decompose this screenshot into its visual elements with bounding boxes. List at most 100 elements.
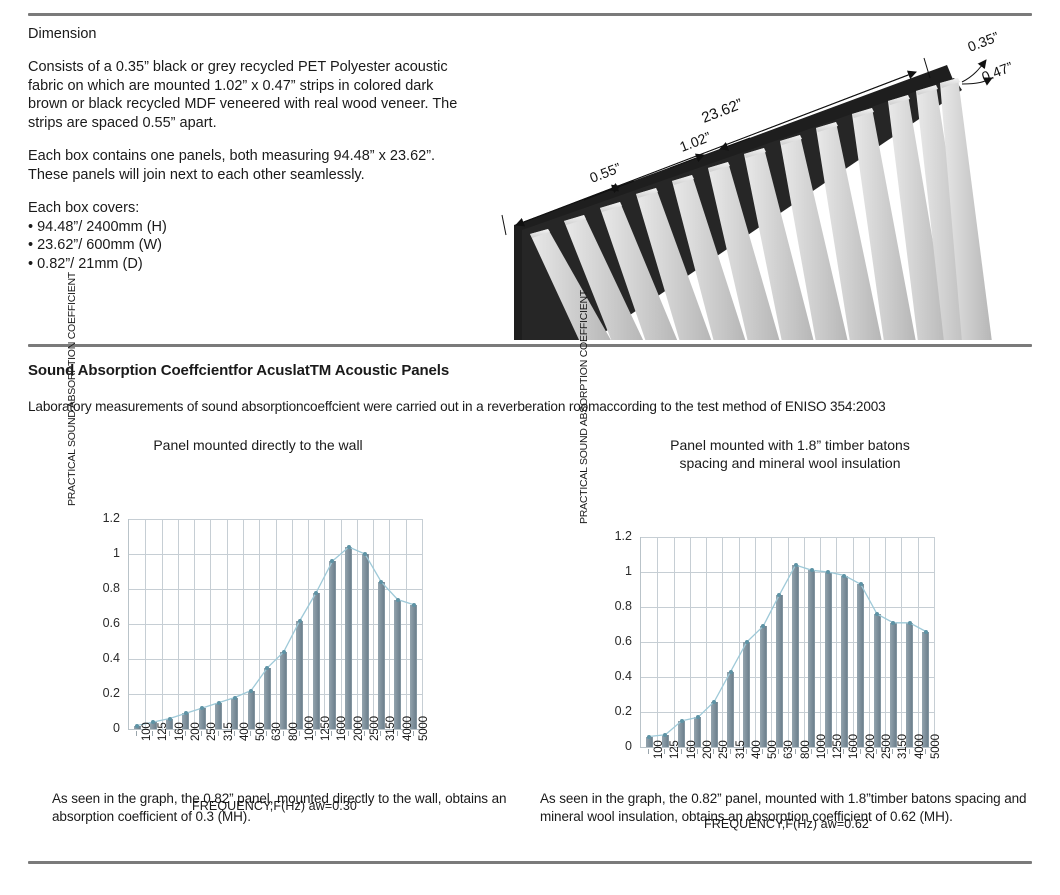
y-axis-tick: 0.6 (614, 634, 632, 648)
gridline-vertical (820, 537, 821, 747)
data-point-marker (923, 629, 928, 634)
bar (394, 599, 402, 729)
x-axis-tick-mark (794, 749, 796, 754)
data-point-marker (744, 640, 749, 644)
x-axis-tick-mark (250, 731, 252, 736)
x-axis-tick-label: 500 (255, 722, 268, 741)
x-axis-tick-label: 125 (669, 740, 682, 759)
bar (312, 592, 320, 729)
x-axis-tick-label: 2000 (864, 734, 877, 759)
data-point-marker (297, 618, 302, 623)
gridline-vertical (389, 519, 390, 729)
data-point-marker (842, 573, 847, 578)
x-axis-tick-mark (729, 749, 731, 754)
bar (840, 575, 848, 747)
gridline-vertical (722, 537, 723, 747)
label-slat-gap: 0.55” (587, 159, 623, 185)
x-axis-tick-mark (136, 731, 138, 736)
chart-wall-mounted: Panel mounted directly to the wall PRACT… (28, 272, 528, 813)
absorption-section: Sound Absorption Coeffcientfor AcuslatTM… (28, 362, 1038, 414)
gridline-vertical (227, 519, 228, 729)
gridline-vertical (324, 519, 325, 729)
x-axis-tick-label: 800 (799, 740, 812, 759)
gridline-vertical (934, 537, 935, 747)
x-axis-tick-mark (331, 731, 333, 736)
x-axis-tick-label: 4000 (913, 734, 926, 759)
x-axis-label: FREQUENCY,F(Hz) aw=0.62 (704, 817, 869, 831)
gridline-horizontal (129, 589, 422, 590)
gridline-vertical (706, 537, 707, 747)
x-axis-tick-label: 5000 (417, 716, 430, 741)
data-point-marker (809, 568, 814, 573)
data-point-marker (363, 552, 368, 556)
x-axis-tick-label: 125 (157, 722, 170, 741)
data-point-marker (793, 563, 798, 567)
laboratory-note: Laboratory measurements of sound absorpt… (28, 399, 886, 414)
data-point-marker (695, 715, 700, 720)
x-axis-tick-mark (217, 731, 219, 736)
data-point-marker (712, 699, 717, 704)
bar (231, 697, 239, 729)
gridline-vertical (918, 537, 919, 747)
x-axis-tick-mark (201, 731, 203, 736)
gridline-vertical (853, 537, 854, 747)
panel-diagram-svg: 23.62” 0.55” 1.02” 0.35” 0.47” (501, 28, 1015, 340)
bar (873, 614, 881, 747)
bar (198, 708, 206, 729)
x-axis-tick-label: 5000 (929, 734, 942, 759)
x-axis-tick-mark (713, 749, 715, 754)
x-axis-tick-label: 160 (685, 740, 698, 759)
dimension-gap (583, 180, 635, 201)
bar (808, 570, 816, 747)
data-point-marker (330, 559, 335, 563)
x-axis-tick-mark (648, 749, 650, 754)
gridline-vertical (194, 519, 195, 729)
bar (280, 652, 288, 729)
x-axis-tick-label: 1600 (848, 734, 861, 759)
x-axis-tick-label: 3150 (897, 734, 910, 759)
gridline-vertical (771, 537, 772, 747)
gridline-vertical (276, 519, 277, 729)
trend-line (649, 564, 927, 738)
gridline-vertical (178, 519, 179, 729)
dimension-overall-width (501, 57, 931, 236)
data-point-marker (379, 580, 384, 584)
gridline-horizontal (641, 607, 934, 608)
bar (166, 718, 174, 729)
chart-timber-baton-mounted: Panel mounted with 1.8” timber batons spa… (540, 290, 1040, 831)
x-axis-tick-label: 100 (653, 740, 666, 759)
data-point-marker (249, 688, 254, 693)
data-point-marker (875, 612, 880, 616)
slat-group (530, 78, 992, 340)
bar (263, 667, 271, 729)
data-point-marker (777, 592, 782, 597)
bar (922, 631, 930, 747)
data-point-marker (826, 570, 831, 574)
chart-title-left: Panel mounted directly to the wall (153, 437, 363, 453)
x-axis-tick-label: 315 (222, 722, 235, 741)
x-axis-tick-label: 500 (767, 740, 780, 759)
y-axis-tick: 1.2 (614, 529, 632, 543)
coverage-intro: Each box covers: (28, 200, 140, 216)
x-axis-tick-mark (396, 731, 398, 736)
gridline-vertical (885, 537, 886, 747)
bar (328, 561, 336, 729)
panel-body-group (514, 65, 992, 340)
x-axis-tick-mark (876, 749, 878, 754)
x-axis-tick-mark (233, 731, 235, 736)
bar (361, 554, 369, 729)
bar (149, 722, 157, 729)
x-axis-tick-mark (908, 749, 910, 754)
gridline-vertical (657, 537, 658, 747)
x-axis-tick-label: 250 (206, 722, 219, 741)
gridline-horizontal (641, 572, 934, 573)
x-axis-tick-mark (412, 731, 414, 736)
bar (678, 720, 686, 747)
coverage-item-height: 94.48”/ 2400mm (H) (28, 218, 468, 237)
y-axis-tick: 1.2 (102, 511, 120, 525)
x-axis-tick-label: 630 (783, 740, 796, 759)
absorption-heading: Sound Absorption Coeffcientfor AcuslatTM… (28, 362, 450, 379)
x-axis-tick-label: 160 (173, 722, 186, 741)
bar (182, 713, 190, 729)
